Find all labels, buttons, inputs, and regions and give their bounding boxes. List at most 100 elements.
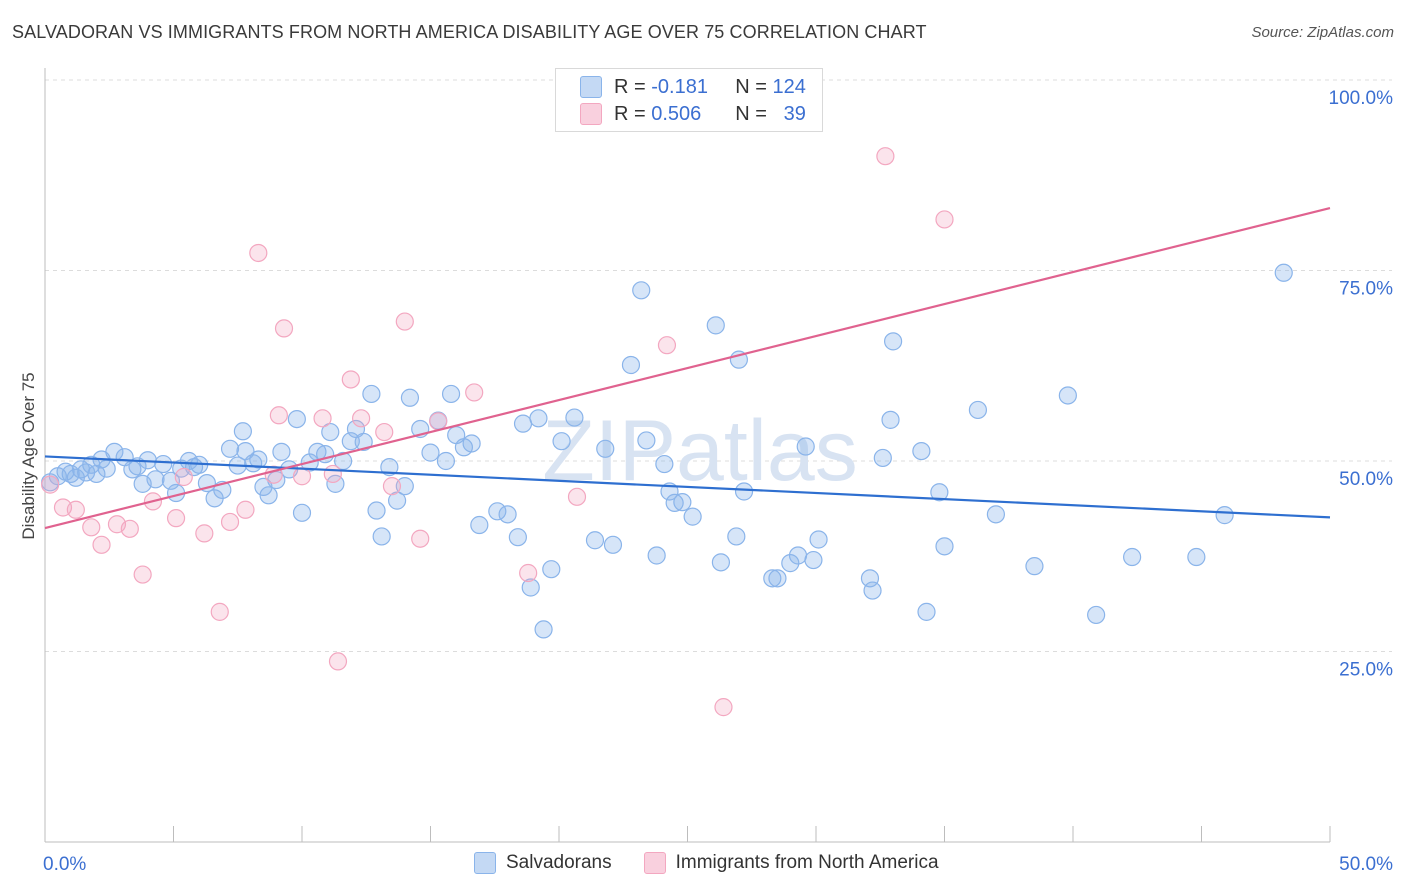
data-point [1025,557,1044,576]
data-point [534,620,553,639]
legend-r-value: 0.506 [651,102,702,125]
data-point [796,437,815,456]
data-point [375,422,394,442]
data-point [249,450,268,469]
data-point [436,451,456,471]
data-point [292,467,312,486]
stats-legend: R = -0.181 N = 124 R = 0.506 N = 39 [555,68,823,132]
data-point [429,412,448,431]
data-point [146,470,165,489]
data-point [133,565,152,584]
data-point [1274,263,1293,282]
legend-swatch-pink [643,852,666,874]
data-point [236,500,255,519]
data-point [341,370,360,389]
legend-n-label: N = [735,102,767,125]
trend-lines [44,206,1331,530]
legend-swatch-blue [474,852,496,874]
data-point [521,578,540,597]
data-point [1058,386,1077,405]
data-point [249,243,268,263]
data-point [120,519,139,538]
data-point [292,503,312,522]
data-point [272,442,291,461]
y-tick-label: 100.0% [1329,88,1394,109]
data-point [321,422,340,442]
series-immigrants-north-america [41,70,954,717]
data-point [395,312,414,331]
data-point [986,505,1006,524]
data-point [763,569,782,588]
data-point [529,409,548,428]
data-point [727,527,746,546]
chart-title: SALVADORAN VS IMMIGRANTS FROM NORTH AMER… [12,22,927,42]
data-point [82,518,101,537]
data-point [380,457,399,477]
legend-r-label: R = [614,102,646,125]
data-point [87,464,106,484]
legend-n-value: 124 [772,75,806,98]
series-legend: Salvadorans Immigrants from North Americ… [474,852,971,874]
data-point [567,487,587,506]
data-point [596,439,615,458]
y-axis-label: Disability Age Over 75 [19,372,38,539]
data-point [210,602,229,621]
trend-line-salvadorans [44,455,1331,519]
data-point [1123,547,1142,567]
legend-n-label: N = [735,75,767,98]
data-point [585,531,605,550]
data-point [41,475,60,494]
data-point [328,652,348,671]
data-point [665,493,684,513]
data-point [259,486,278,505]
data-point [174,467,193,487]
legend-n-value: 39 [783,102,806,125]
data-point [352,409,371,428]
data-point [470,515,489,535]
data-point [706,316,725,335]
source-label: Source: ZipAtlas.com [1251,24,1394,41]
legend-row-salvadorans: R = -0.181 N = 124 [580,75,806,99]
data-point [508,528,527,547]
data-point [734,482,754,501]
data-point [1215,506,1234,525]
legend-item-salvadorans[interactable]: Salvadorans [474,852,612,874]
axes [44,68,1331,843]
data-point [395,477,414,496]
data-point [809,530,828,549]
data-point [220,512,240,532]
data-point [655,454,674,474]
data-point [441,384,461,404]
data-point [498,505,517,524]
data-point [683,507,702,526]
data-point [519,563,538,583]
legend-row-immigrants: R = 0.506 N = 39 [580,102,806,126]
legend-swatch-blue [580,76,602,98]
data-point [233,422,252,441]
data-point [66,500,85,519]
data-point [565,408,584,427]
data-point [917,602,936,621]
data-point [465,383,484,402]
data-point [603,535,623,554]
data-point [876,147,895,166]
y-tick-label: 25.0% [1339,660,1393,681]
data-point [781,554,800,573]
data-point [220,439,240,458]
data-point [166,509,186,528]
data-point [552,432,571,451]
tick-labels: 100.0% 75.0% 50.0% 25.0% 0.0% 50.0% [43,88,1393,875]
data-point [873,448,892,468]
data-point [637,431,656,450]
data-point [647,546,666,565]
legend-r-label: R = [614,75,646,98]
legend-item-immigrants[interactable]: Immigrants from North America [643,852,939,874]
data-point [930,483,949,502]
data-point [382,477,402,496]
legend-label-salvadorans: Salvadorans [506,852,612,873]
data-point [362,384,381,404]
data-point [632,281,651,300]
data-point [968,400,988,420]
data-point [711,553,731,572]
data-point [269,406,288,425]
